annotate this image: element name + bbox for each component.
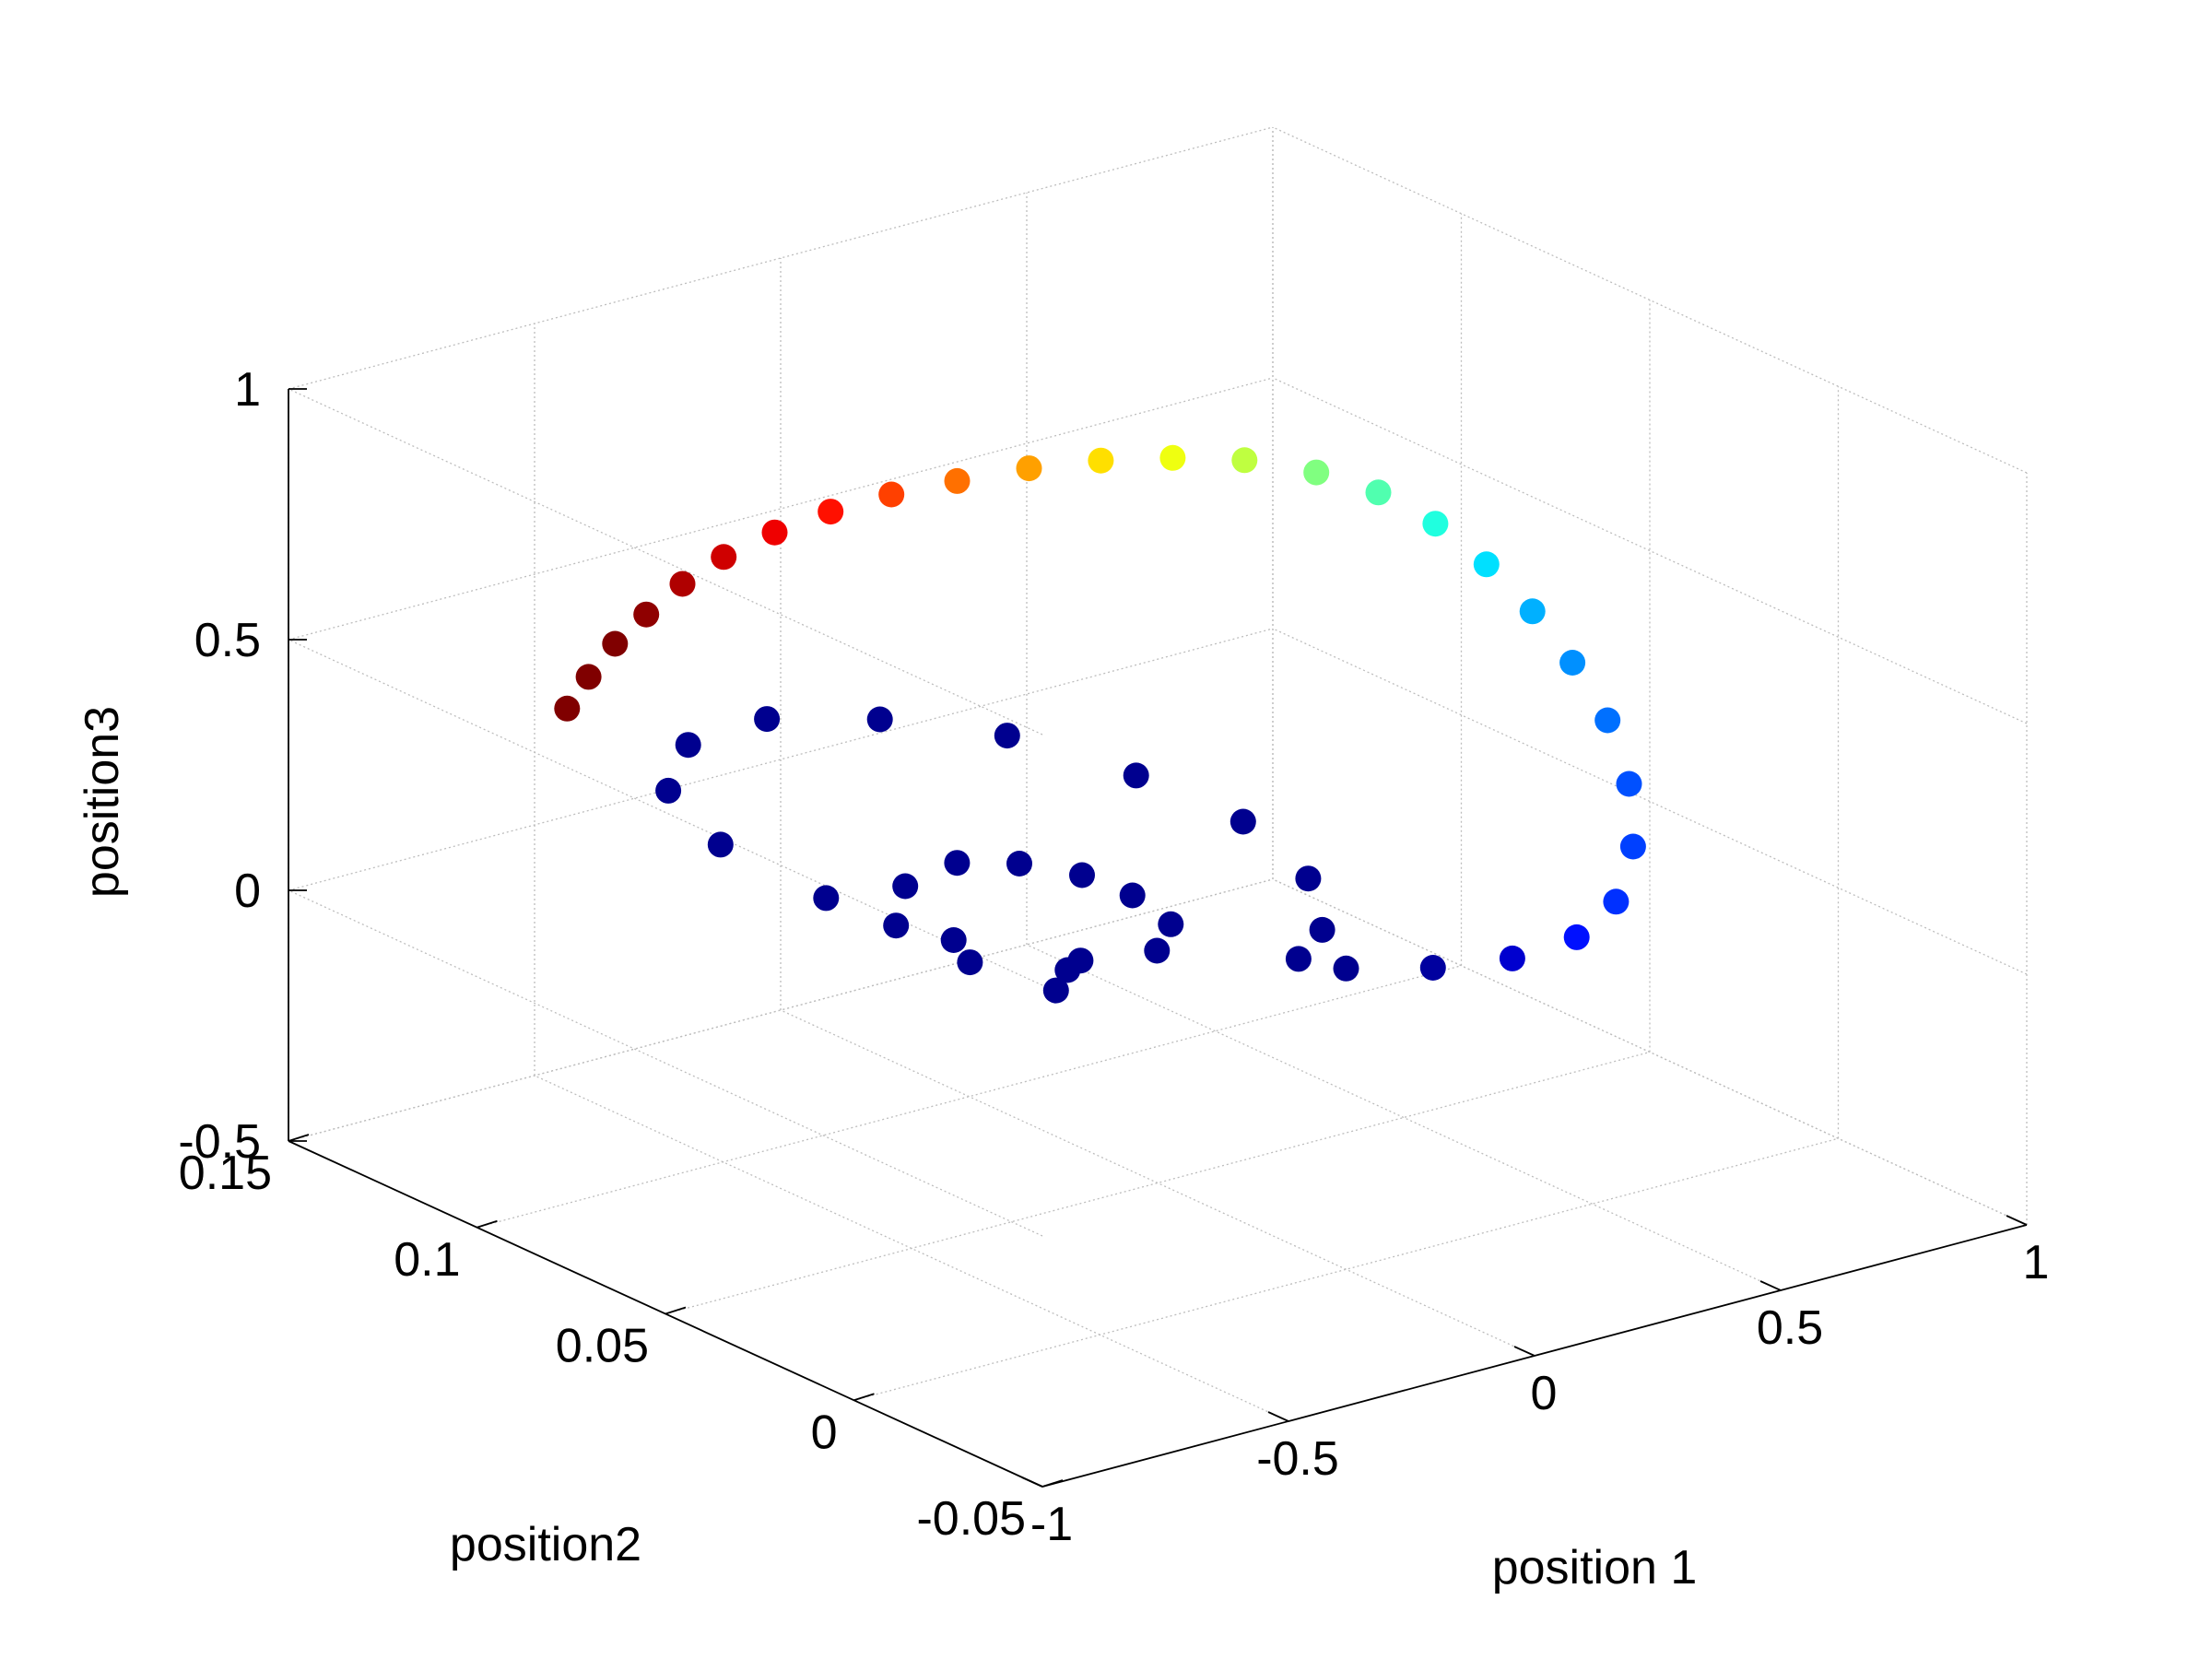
data-point [1365,479,1392,506]
grid-line [780,1009,1535,1357]
data-point [1067,947,1094,974]
grid-line [288,628,1274,891]
data-point [818,499,844,525]
y-tick-label: 0.15 [179,1147,272,1200]
data-point [944,850,971,877]
x-tick-label: 0 [1531,1367,1558,1420]
data-point [602,630,629,657]
y-tick-mark [665,1306,687,1315]
x-tick-mark [1021,1477,1043,1488]
grid-line [288,639,1043,986]
y-tick-label: 0.1 [394,1233,460,1287]
data-point [754,706,781,733]
x-tick-label: 0.5 [1757,1301,1823,1355]
data-point [1123,762,1149,789]
grid-line [288,889,1043,1237]
data-point [813,885,840,912]
data-point [1333,955,1359,982]
data-point [994,723,1020,749]
data-point [1231,447,1258,474]
data-point [1016,455,1042,482]
z-tick-label: 1 [234,363,261,417]
data-point [1159,444,1186,471]
y-axis-label: position2 [450,1518,641,1571]
y-tick-label: 0 [811,1406,838,1459]
grid-line [288,126,1274,390]
z-axis-label: position3 [76,706,129,898]
x-axis-label: position 1 [1492,1541,1698,1594]
data-point [883,912,910,939]
data-point [1295,865,1322,892]
data-point [1519,598,1546,625]
x-tick-mark [1759,1280,1782,1291]
grid-line [288,388,1043,735]
x-tick-label: -0.5 [1256,1432,1339,1486]
z-tick-label: 0.5 [194,614,261,667]
y-tick-label: -0.05 [916,1492,1026,1546]
data-point [575,664,602,690]
data-point [1144,937,1171,964]
data-point [1419,955,1446,981]
y-tick-mark [1041,1479,1064,1488]
data-point [1603,888,1630,915]
data-point [1619,833,1646,860]
x-tick-label: -1 [1030,1498,1073,1551]
data-point [1422,511,1449,537]
x-tick-mark [2006,1215,2028,1226]
grid-line [665,1051,1651,1315]
data-point [707,831,734,858]
grid-line [477,965,1462,1229]
data-point [1042,977,1069,1004]
data-point [1230,808,1256,835]
data-point [1594,707,1621,734]
data-point [675,732,701,759]
y-tick-label: 0.05 [556,1320,649,1373]
data-point [554,695,581,722]
y-tick-mark [477,1219,498,1229]
data-point [878,481,905,508]
y-tick-mark [288,1134,310,1142]
data-point [655,777,682,804]
data-point [1559,650,1586,676]
data-point [711,544,737,571]
data-point [1616,771,1642,797]
data-point [957,949,983,976]
data-point [1006,851,1032,877]
x-tick-label: 1 [2023,1236,2050,1289]
y-tick-mark [853,1393,875,1402]
grid-line [288,377,1274,641]
data-point [1158,911,1184,937]
grid-line [853,1137,1839,1401]
data-point [892,873,919,900]
data-point [1303,459,1330,486]
data-point [866,706,893,733]
x-tick-mark [1267,1411,1289,1422]
z-tick-label: 0 [234,865,261,918]
x-tick-mark [1513,1346,1535,1357]
data-point [1088,447,1114,474]
grid-lines [288,126,2028,1488]
data-point [1563,924,1590,950]
axis-lines [288,388,2028,1488]
data-point [940,927,967,953]
data-point [1473,551,1500,578]
data-points [554,444,1646,1004]
grid-line [1026,944,1782,1291]
data-point [1069,862,1095,888]
data-point [669,571,696,597]
data-point [761,519,788,546]
data-point [944,467,971,494]
z-tick-label: -0.5 [178,1115,261,1169]
data-point [1285,946,1312,972]
grid-line [288,878,1274,1142]
data-point [1309,916,1335,943]
data-point [633,601,660,628]
data-point [1499,945,1525,971]
data-point [1119,882,1146,909]
